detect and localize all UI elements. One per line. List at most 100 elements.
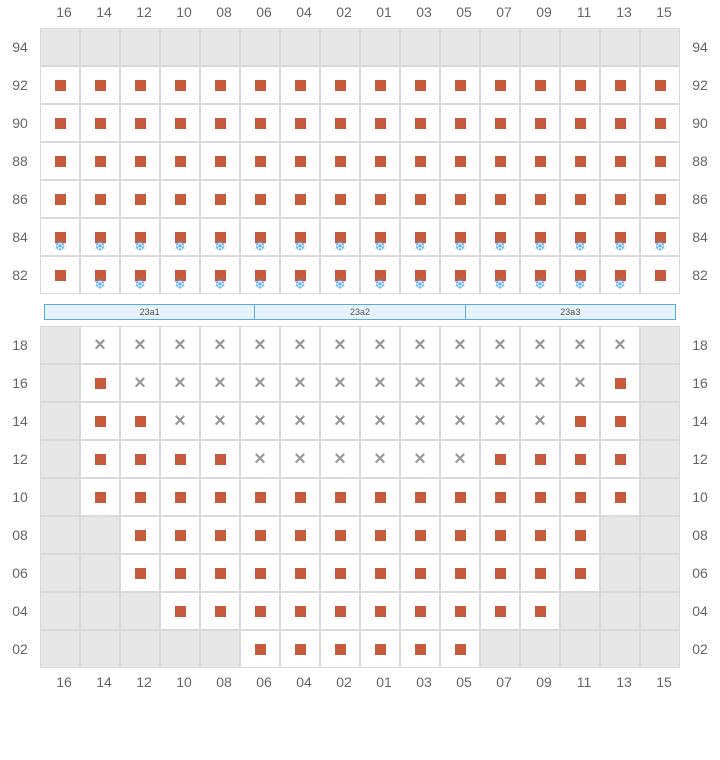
seat-available[interactable]: ❄: [600, 256, 640, 294]
seat-available[interactable]: [240, 554, 280, 592]
seat-available[interactable]: ❄: [440, 256, 480, 294]
seat-available[interactable]: [600, 104, 640, 142]
seat-available[interactable]: ❄: [520, 218, 560, 256]
seat-available[interactable]: ❄: [400, 218, 440, 256]
seat-available[interactable]: [360, 104, 400, 142]
seat-available[interactable]: [280, 592, 320, 630]
seat-available[interactable]: [80, 142, 120, 180]
seat-available[interactable]: [40, 66, 80, 104]
seat-available[interactable]: [280, 630, 320, 668]
seat-available[interactable]: [440, 478, 480, 516]
seat-available[interactable]: [240, 104, 280, 142]
seat-available[interactable]: [120, 104, 160, 142]
seat-available[interactable]: [480, 516, 520, 554]
seat-available[interactable]: [600, 142, 640, 180]
seat-unavailable[interactable]: ×: [320, 326, 360, 364]
seat-available[interactable]: [40, 142, 80, 180]
seat-unavailable[interactable]: ×: [240, 440, 280, 478]
seat-available[interactable]: [360, 516, 400, 554]
seat-available[interactable]: [240, 142, 280, 180]
seat-available[interactable]: [280, 142, 320, 180]
seat-available[interactable]: ❄: [640, 218, 680, 256]
seat-unavailable[interactable]: ×: [280, 440, 320, 478]
seat-available[interactable]: ❄: [80, 218, 120, 256]
seat-available[interactable]: [560, 180, 600, 218]
seat-available[interactable]: [480, 478, 520, 516]
seat-unavailable[interactable]: ×: [480, 402, 520, 440]
seat-available[interactable]: ❄: [480, 218, 520, 256]
seat-available[interactable]: [600, 364, 640, 402]
seat-available[interactable]: ❄: [240, 256, 280, 294]
seat-available[interactable]: [120, 478, 160, 516]
seat-available[interactable]: [520, 66, 560, 104]
seat-available[interactable]: [440, 516, 480, 554]
seat-available[interactable]: [200, 104, 240, 142]
seat-available[interactable]: ❄: [320, 218, 360, 256]
seat-unavailable[interactable]: ×: [440, 326, 480, 364]
seat-unavailable[interactable]: ×: [160, 326, 200, 364]
seat-available[interactable]: [280, 104, 320, 142]
seat-available[interactable]: ❄: [600, 218, 640, 256]
seat-unavailable[interactable]: ×: [240, 326, 280, 364]
seat-available[interactable]: [320, 478, 360, 516]
seat-available[interactable]: [560, 440, 600, 478]
seat-available[interactable]: [520, 516, 560, 554]
seat-unavailable[interactable]: ×: [520, 402, 560, 440]
seat-available[interactable]: [400, 554, 440, 592]
seat-available[interactable]: ❄: [120, 218, 160, 256]
seat-unavailable[interactable]: ×: [400, 364, 440, 402]
seat-available[interactable]: ❄: [560, 218, 600, 256]
seat-available[interactable]: [320, 142, 360, 180]
seat-available[interactable]: [600, 440, 640, 478]
seat-available[interactable]: ❄: [360, 256, 400, 294]
seat-available[interactable]: [240, 516, 280, 554]
seat-available[interactable]: [80, 104, 120, 142]
seat-unavailable[interactable]: ×: [280, 402, 320, 440]
seat-available[interactable]: [400, 516, 440, 554]
seat-available[interactable]: [520, 180, 560, 218]
seat-available[interactable]: [480, 440, 520, 478]
seat-available[interactable]: ❄: [80, 256, 120, 294]
seat-available[interactable]: [600, 66, 640, 104]
seat-available[interactable]: [400, 180, 440, 218]
seat-available[interactable]: [400, 142, 440, 180]
seat-available[interactable]: ❄: [40, 218, 80, 256]
seat-available[interactable]: [320, 180, 360, 218]
seat-available[interactable]: [440, 66, 480, 104]
seat-unavailable[interactable]: ×: [320, 440, 360, 478]
seat-available[interactable]: [640, 142, 680, 180]
seat-available[interactable]: [320, 516, 360, 554]
seat-available[interactable]: [320, 66, 360, 104]
seat-available[interactable]: [600, 478, 640, 516]
seat-available[interactable]: ❄: [520, 256, 560, 294]
seat-available[interactable]: [200, 516, 240, 554]
seat-available[interactable]: [240, 630, 280, 668]
seat-available[interactable]: [560, 554, 600, 592]
seat-available[interactable]: [240, 478, 280, 516]
seat-available[interactable]: [560, 66, 600, 104]
seat-available[interactable]: [200, 142, 240, 180]
seat-available[interactable]: [80, 66, 120, 104]
seat-available[interactable]: [240, 592, 280, 630]
seat-available[interactable]: [360, 592, 400, 630]
seat-available[interactable]: ❄: [240, 218, 280, 256]
seat-available[interactable]: [440, 554, 480, 592]
seat-available[interactable]: [160, 478, 200, 516]
seat-unavailable[interactable]: ×: [360, 440, 400, 478]
seat-unavailable[interactable]: ×: [320, 402, 360, 440]
seat-available[interactable]: ❄: [560, 256, 600, 294]
seat-unavailable[interactable]: ×: [80, 326, 120, 364]
seat-available[interactable]: ❄: [280, 218, 320, 256]
seat-available[interactable]: [480, 554, 520, 592]
seat-available[interactable]: [360, 478, 400, 516]
seat-available[interactable]: [40, 104, 80, 142]
seat-available[interactable]: [200, 66, 240, 104]
seat-available[interactable]: [560, 516, 600, 554]
seat-unavailable[interactable]: ×: [560, 326, 600, 364]
seat-available[interactable]: [480, 104, 520, 142]
seat-available[interactable]: [400, 592, 440, 630]
seat-available[interactable]: [400, 66, 440, 104]
seat-unavailable[interactable]: ×: [480, 364, 520, 402]
seat-available[interactable]: [40, 256, 80, 294]
seat-available[interactable]: [400, 630, 440, 668]
